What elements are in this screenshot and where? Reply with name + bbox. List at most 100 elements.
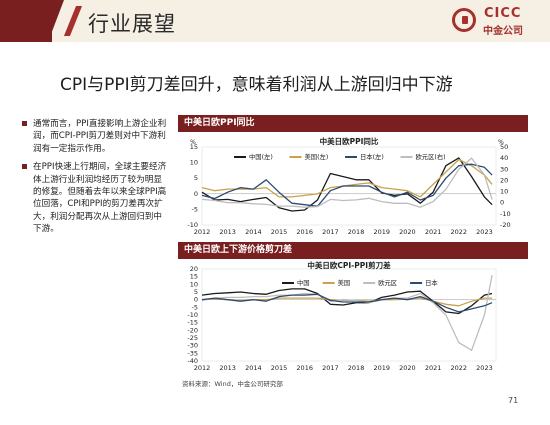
legend-label: 中国(左) [249,152,273,161]
x-tick-label: 2017 [322,364,339,372]
page-headline: CPI与PPI剪刀差回升，意味着利润从上游回归中下游 [60,75,453,95]
y-right-tick-label: 40 [500,154,508,162]
bullet-item: 通常而言，PPI直接影响上游企业利润，而CPI-PPI剪刀差则对中下游利润有一定… [22,118,170,155]
x-tick-label: 2021 [425,364,442,372]
logo-text-en: CICC [484,6,522,21]
y-right-tick-label: 30 [500,165,508,173]
bullet-square-icon [22,164,27,170]
series-line [201,293,493,313]
x-tick-label: 2021 [425,228,442,236]
plot-area [201,268,497,362]
plot-area [201,146,497,226]
bullet-text: 通常而言，PPI直接影响上游企业利润，而CPI-PPI剪刀差则对中下游利润有一定… [33,119,167,154]
x-tick-label: 2018 [348,228,365,236]
left-unit-label: % [190,139,196,146]
x-tick-label: 2019 [373,228,390,236]
legend-entry: 美国(左) [289,152,329,161]
y-right-tick-label: -10 [500,210,511,218]
series-line [201,157,493,208]
ppi-yoy-chart: -10 -5 0 5 10 15 -20 -10 0 10 20 30 40 50 2012 2013 2014… [187,136,511,236]
page-number: 71 [508,396,519,405]
x-tick-label: 2013 [219,364,236,372]
legend-label: 美国 [338,278,351,287]
right-unit-label: % [498,139,504,146]
header-accent-block [0,0,52,42]
header-title: 行业展望 [88,12,176,36]
legend-entry: 中国 [282,278,310,287]
y-tick-label: -5 [192,303,198,311]
legend-label: 中国 [297,278,310,287]
x-tick-label: 2015 [271,364,288,372]
panel-title-ppi: 中美日欧PPI同比 [178,115,528,132]
legend-entry: 日本 [410,278,438,287]
y-tick-label: 10 [190,159,198,167]
y-right-tick-label: 0 [500,199,504,207]
cicc-logo: CICC 中金公司 [452,6,538,38]
y-tick-label: -40 [187,357,198,365]
x-tick-label: 2014 [245,364,262,372]
x-tick-label: 2016 [296,364,313,372]
legend-entry: 欧元区 [363,278,397,287]
y-right-tick-label: 20 [500,176,508,184]
chart-title: 中美日欧PPI同比 [320,136,379,146]
x-tick-label: 2013 [219,228,236,236]
y-right-tick-label: 10 [500,188,508,196]
chart-title: 中美日欧CPI-PPI剪刀差 [307,260,391,270]
panel-title-scissors: 中美日欧上下游价格剪刀差 [178,242,528,259]
series-line [201,163,493,207]
y-tick-label: 10 [190,280,198,288]
y-tick-label: -5 [192,205,198,213]
y-tick-label: -10 [187,221,198,229]
source-note: 资料来源：Wind，中金公司研究部 [182,380,283,388]
header-accent-slash [48,0,64,42]
cicc-logo-icon [452,8,476,32]
legend-entry: 欧元区(右) [400,152,446,161]
y-right-tick-label: -20 [500,221,511,229]
y-tick-label: 5 [194,174,198,182]
y-tick-label: 0 [194,190,198,198]
x-tick-label: 2019 [373,364,390,372]
x-tick-label: 2023 [476,364,493,372]
bullet-text: 在PPI快速上行期间，全球主要经济体上游行业利润均经历了较为明显的修复。但随着去… [33,162,167,235]
bullet-square-icon [22,121,27,126]
y-right-tick-label: 50 [500,143,508,151]
bullet-item: 在PPI快速上行期间，全球主要经济体上游行业利润均经历了较为明显的修复。但随着去… [22,161,170,235]
y-tick-label: -25 [187,334,198,342]
y-tick-label: 15 [190,273,198,281]
x-tick-label: 2016 [296,228,313,236]
y-tick-label: 0 [194,296,198,304]
x-tick-label: 2014 [245,228,262,236]
legend-label: 美国(左) [305,152,329,161]
legend-label: 日本(左) [360,152,384,161]
y-tick-label: -20 [187,326,198,334]
legend-label: 欧元区(右) [416,152,446,161]
x-tick-label: 2015 [271,228,288,236]
x-tick-label: 2022 [450,364,467,372]
series-line [201,157,493,212]
x-tick-label: 2017 [322,228,339,236]
x-tick-label: 2020 [399,228,416,236]
legend-label: 日本 [425,278,438,287]
x-tick-label: 2018 [348,364,365,372]
y-tick-label: -10 [187,311,198,319]
legend-label: 欧元区 [378,278,397,287]
x-tick-label: 2012 [194,364,211,372]
y-tick-label: -35 [187,349,198,357]
y-tick-label: -30 [187,342,198,350]
y-tick-label: 15 [190,143,198,151]
series-line [201,274,493,351]
x-tick-label: 2022 [450,228,467,236]
y-tick-label: 20 [190,265,198,273]
logo-text-cn: 中金公司 [483,26,523,37]
x-tick-label: 2023 [476,228,493,236]
y-tick-label: -15 [187,319,198,327]
legend-entry: 中国(左) [234,152,273,161]
x-tick-label: 2020 [399,364,416,372]
x-tick-label: 2012 [194,228,211,236]
legend-entry: 日本(左) [345,152,384,161]
y-tick-label: 5 [194,288,198,296]
bullet-list: 通常而言，PPI直接影响上游企业利润，而CPI-PPI剪刀差则对中下游利润有一定… [22,118,170,242]
legend-entry: 美国 [322,278,351,287]
series-line [201,288,493,315]
